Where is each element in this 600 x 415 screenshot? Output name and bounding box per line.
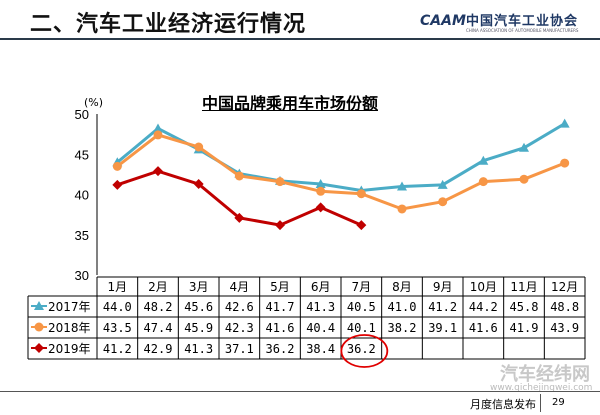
data-point	[519, 174, 529, 184]
data-point	[315, 202, 326, 213]
x-tick-label: 9月	[433, 280, 453, 294]
data-label: 43.5	[103, 321, 132, 335]
data-point	[193, 179, 204, 190]
data-label: 36.2	[266, 342, 295, 356]
data-point	[112, 179, 123, 190]
footer-separator	[540, 394, 541, 412]
y-axis-unit: (%)	[84, 96, 104, 109]
data-point	[194, 142, 204, 152]
data-label: 41.2	[103, 342, 132, 356]
header-divider	[0, 38, 600, 40]
data-point	[315, 179, 326, 189]
data-label: 48.2	[144, 300, 173, 314]
legend-marker	[34, 322, 44, 332]
data-label: 40.4	[306, 321, 335, 335]
legend-marker	[34, 343, 44, 353]
data-point	[234, 212, 245, 223]
data-label: 45.8	[510, 300, 539, 314]
data-label: 41.9	[510, 321, 539, 335]
x-tick-label: 4月	[230, 280, 250, 294]
legend-label: 2019年	[48, 342, 91, 356]
data-point	[356, 189, 366, 199]
x-tick-label: 3月	[189, 280, 209, 294]
watermark-name: 汽车经纬网	[500, 364, 590, 385]
x-tick-label: 12月	[551, 280, 578, 294]
data-point	[478, 177, 488, 187]
data-point	[559, 118, 570, 128]
annotation-circle	[340, 334, 389, 368]
data-label: 38.2	[388, 321, 417, 335]
data-label: 45.9	[184, 321, 213, 335]
data-label: 44.2	[469, 300, 498, 314]
data-point	[316, 186, 326, 196]
data-point	[519, 142, 529, 152]
footer-divider	[0, 391, 600, 392]
slide-title: 二、汽车工业经济运行情况	[30, 12, 307, 37]
data-label: 41.0	[388, 300, 417, 314]
logo-mark: CAAM	[420, 13, 466, 29]
legend-label: 2017年	[48, 300, 91, 314]
data-label: 37.1	[225, 342, 254, 356]
data-point	[275, 220, 285, 231]
data-point	[234, 171, 244, 181]
x-tick-label: 8月	[392, 280, 412, 294]
data-label: 42.9	[144, 342, 173, 356]
data-point	[397, 181, 407, 191]
data-point	[153, 130, 163, 140]
data-point	[478, 155, 489, 165]
data-label: 41.6	[469, 321, 498, 335]
logo-en: CHINA ASSOCIATION OF AUTOMOBILE MANUFACT…	[466, 28, 579, 33]
data-label: 41.3	[184, 342, 213, 356]
data-point	[153, 123, 163, 133]
series-line-2018年	[116, 133, 566, 211]
data-label: 48.8	[550, 300, 579, 314]
data-point	[112, 161, 122, 171]
watermark-url: www.qichejingwei.com	[490, 383, 593, 393]
y-tick-label: 50	[75, 107, 89, 122]
x-tick-label: 7月	[352, 280, 372, 294]
page-number: 29	[552, 397, 565, 408]
legend-label: 2018年	[48, 321, 91, 335]
x-tick-label: 5月	[270, 280, 290, 294]
x-tick-label: 1月	[108, 280, 128, 294]
y-tick-label: 30	[75, 268, 89, 283]
y-tick-label: 45	[75, 147, 89, 162]
caam-logo: CAAM 中国汽车工业协会 CHINA ASSOCIATION OF AUTOM…	[420, 8, 595, 36]
data-point	[397, 204, 407, 214]
data-label: 40.1	[347, 321, 376, 335]
legend-marker	[34, 301, 44, 310]
data-label: 41.3	[306, 300, 335, 314]
data-label: 42.3	[225, 321, 254, 335]
data-point	[153, 166, 163, 177]
data-label: 45.6	[184, 300, 213, 314]
data-label: 39.1	[428, 321, 457, 335]
data-label: 43.9	[550, 321, 579, 335]
data-point	[560, 158, 570, 168]
y-tick-label: 35	[75, 228, 89, 243]
data-label: 38.4	[306, 342, 335, 356]
data-point	[275, 177, 285, 187]
chart-title: 中国品牌乘用车市场份额	[201, 94, 378, 113]
y-tick-label: 40	[75, 188, 89, 203]
footer-label: 月度信息发布	[470, 398, 536, 411]
data-label: 41.6	[266, 321, 295, 335]
x-tick-label: 6月	[311, 280, 331, 294]
data-point	[356, 220, 367, 231]
logo-cn: 中国汽车工业协会	[466, 14, 579, 29]
data-point	[437, 179, 448, 189]
data-point	[438, 197, 448, 207]
data-label: 42.6	[225, 300, 254, 314]
x-tick-label: 10月	[470, 280, 497, 294]
x-tick-label: 2月	[148, 280, 168, 294]
data-label: 36.2	[347, 342, 376, 356]
data-label: 40.5	[347, 300, 376, 314]
data-label: 41.7	[266, 300, 295, 314]
data-label: 41.2	[428, 300, 457, 314]
data-label: 44.0	[103, 300, 132, 314]
data-label: 47.4	[144, 321, 173, 335]
x-tick-label: 11月	[510, 280, 537, 294]
